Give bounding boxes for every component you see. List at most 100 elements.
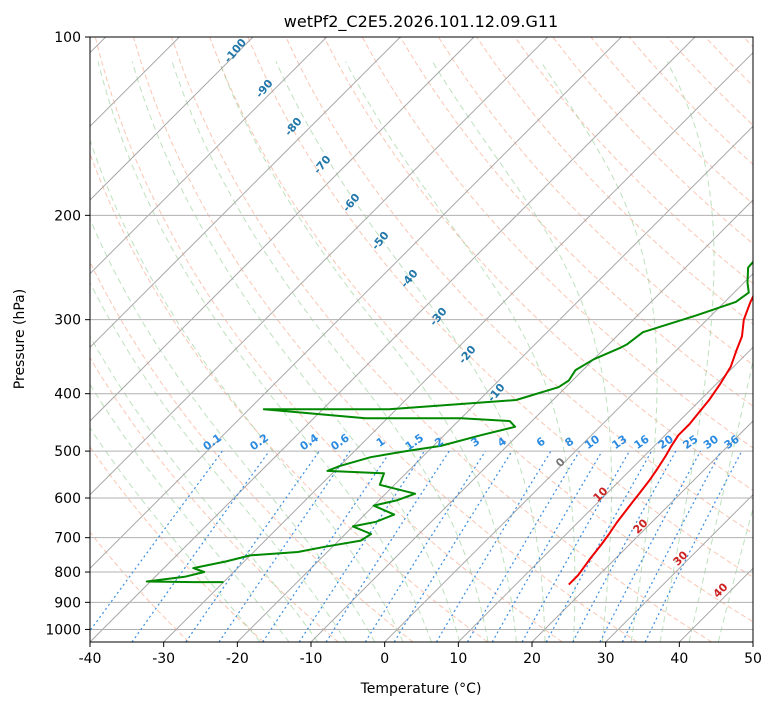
dry-adiabat <box>94 37 563 642</box>
dry-adiabat-label: -90 <box>253 77 276 101</box>
moist-adiabat <box>90 217 376 642</box>
moist-adiabat-label: 40 <box>711 580 731 600</box>
dry-adiabat <box>90 356 339 642</box>
dry-adiabat <box>90 531 190 642</box>
dry-adiabat <box>476 37 753 325</box>
moist-adiabat <box>131 61 461 642</box>
x-axis-label: Temperature (°C) <box>360 681 482 697</box>
profile-lines <box>145 260 753 586</box>
mixing-ratio-line <box>90 450 223 632</box>
mixing-ratio-label: 0.1 <box>201 431 224 453</box>
plot-background-lines <box>90 37 753 642</box>
dry-adiabat <box>399 37 753 407</box>
moist-adiabat <box>90 335 319 642</box>
y-tick-label: 600 <box>54 491 81 507</box>
isotherm-line <box>531 420 753 642</box>
x-tick-label: 30 <box>597 651 615 667</box>
isotherm-line <box>90 37 549 496</box>
moist-adiabat <box>345 61 576 642</box>
y-tick-label: 900 <box>54 595 81 611</box>
mixing-ratio-label: 16 <box>632 432 652 452</box>
dry-adiabat-label: -30 <box>427 305 450 329</box>
moist-adiabat-label: 10 <box>591 484 611 504</box>
mixing-ratio-line <box>393 450 513 642</box>
dry-adiabat <box>209 37 753 623</box>
moist-adiabat <box>90 281 347 642</box>
mixing-ratio-label: 30 <box>701 432 721 452</box>
mixing-ratio-line <box>621 450 722 642</box>
y-axis-label: Pressure (hPa) <box>12 289 28 389</box>
moist-adiabat <box>688 358 753 642</box>
mixing-ratio-label: 13 <box>609 433 629 452</box>
moist-adiabat <box>540 61 658 642</box>
dry-adiabat-label: -80 <box>282 115 305 139</box>
chart-title: wetPf2_C2E5.2026.101.12.09.G11 <box>284 12 558 32</box>
x-tick-label: 20 <box>523 651 541 667</box>
y-tick-label: 500 <box>54 444 81 460</box>
moist-adiabat <box>275 61 546 642</box>
dry-adiabat-label: -60 <box>340 191 363 215</box>
dry-adiabat-label: -40 <box>398 267 421 291</box>
mixing-ratio-line <box>325 450 450 642</box>
x-tick-label: -20 <box>226 651 249 667</box>
moist-adiabat <box>218 61 517 642</box>
moist-adiabat <box>431 61 612 642</box>
isotherm-line <box>678 567 753 642</box>
mixing-ratio-line <box>185 450 320 642</box>
isotherm-line <box>90 37 328 275</box>
moist-adiabat <box>717 506 753 642</box>
isotherm-line <box>384 272 753 642</box>
mixing-ratio-label: 10 <box>582 432 602 452</box>
axes: -40 -30 -20 -10 0 10 20 30 40 5010020030040050060… <box>45 30 762 667</box>
mixing-ratio-label: 0.4 <box>298 431 322 453</box>
isotherm-line <box>163 51 753 642</box>
mixing-ratio-label: 3 <box>469 435 483 450</box>
dry-adiabat <box>514 37 753 285</box>
isotherm-line <box>310 199 753 642</box>
y-tick-label: 300 <box>54 313 81 329</box>
dry-adiabat <box>285 37 753 535</box>
isotherm-line <box>90 37 696 642</box>
x-tick-label: 40 <box>670 651 688 667</box>
moist-adiabat-label: 30 <box>671 548 691 568</box>
moist-adiabat <box>90 427 261 642</box>
x-tick-label: 0 <box>380 651 389 667</box>
isotherm-line <box>457 346 753 642</box>
x-tick-label: -10 <box>300 651 323 667</box>
x-tick-label: -40 <box>79 651 102 667</box>
y-tick-label: 800 <box>54 565 81 581</box>
mixing-ratio-label: 8 <box>563 435 577 450</box>
mixing-ratio-line <box>599 450 702 642</box>
mixing-ratio-line <box>491 450 603 642</box>
dry-adiabat <box>247 37 753 578</box>
mixing-ratio-line <box>435 450 552 642</box>
dry-adiabat <box>90 446 264 642</box>
mixing-ratio-label: 25 <box>681 433 701 452</box>
mixing-ratio-line <box>644 450 743 642</box>
dry-adiabat <box>90 260 414 642</box>
mixing-ratio-line <box>364 450 486 642</box>
moist-adiabat <box>97 61 432 642</box>
mixing-ratio-label: 0.6 <box>328 431 352 453</box>
mixing-ratio-line <box>545 450 653 642</box>
y-tick-label: 100 <box>54 30 81 46</box>
mixing-ratio-label: 20 <box>656 432 676 452</box>
mixing-ratio-line <box>131 450 270 642</box>
isotherm-line <box>605 493 753 642</box>
mixing-ratio-label: 6 <box>534 435 548 450</box>
dry-adiabat-label: -100 <box>221 36 249 66</box>
dry-adiabat <box>323 37 753 491</box>
mixing-ratio-line <box>466 450 580 642</box>
isotherm-line <box>90 37 254 201</box>
x-tick-label: -30 <box>152 651 175 667</box>
mixing-ratio-line <box>572 450 677 642</box>
moist-adiabat <box>659 61 715 642</box>
isotherm-line <box>752 641 753 642</box>
mixing-ratio-label: 4 <box>495 435 509 450</box>
x-tick-label: 50 <box>744 651 762 667</box>
y-tick-label: 200 <box>54 208 81 224</box>
y-tick-label: 700 <box>54 531 81 547</box>
x-tick-label: 10 <box>449 651 467 667</box>
dry-adiabat <box>171 37 712 642</box>
